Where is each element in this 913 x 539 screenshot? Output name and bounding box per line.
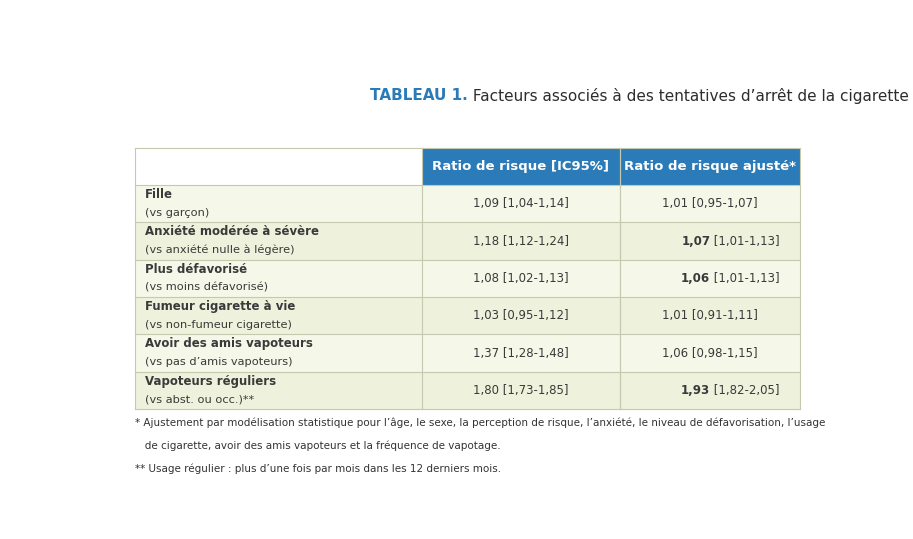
Text: 1,18 [1,12-1,24]: 1,18 [1,12-1,24] xyxy=(473,234,569,247)
Text: Vapoteurs réguliers: Vapoteurs réguliers xyxy=(144,375,276,388)
FancyBboxPatch shape xyxy=(620,297,801,334)
Text: 1,93: 1,93 xyxy=(681,384,710,397)
Text: 1,03 [0,95-1,12]: 1,03 [0,95-1,12] xyxy=(473,309,569,322)
FancyBboxPatch shape xyxy=(135,185,422,223)
Text: (vs anxiété nulle à légère): (vs anxiété nulle à légère) xyxy=(144,245,294,255)
Text: 1,01 [0,95-1,07]: 1,01 [0,95-1,07] xyxy=(663,197,758,210)
Text: Facteurs associés à des tentatives d’arrêt de la cigarette électronique: Facteurs associés à des tentatives d’arr… xyxy=(467,88,913,104)
Text: (vs moins défavorisé): (vs moins défavorisé) xyxy=(144,282,268,293)
Text: Ratio de risque ajusté*: Ratio de risque ajusté* xyxy=(624,160,796,173)
Text: Fumeur cigarette à vie: Fumeur cigarette à vie xyxy=(144,300,295,313)
FancyBboxPatch shape xyxy=(422,372,620,409)
FancyBboxPatch shape xyxy=(620,372,801,409)
FancyBboxPatch shape xyxy=(620,185,801,223)
Text: TABLEAU 1.: TABLEAU 1. xyxy=(370,88,467,103)
FancyBboxPatch shape xyxy=(620,223,801,260)
Text: Avoir des amis vapoteurs: Avoir des amis vapoteurs xyxy=(144,337,312,350)
FancyBboxPatch shape xyxy=(422,297,620,334)
Text: * Ajustement par modélisation statistique pour l’âge, le sexe, la perception de : * Ajustement par modélisation statistiqu… xyxy=(135,417,825,428)
Text: (vs abst. ou occ.)**: (vs abst. ou occ.)** xyxy=(144,395,254,405)
Text: ** Usage régulier : plus d’une fois par mois dans les 12 derniers mois.: ** Usage régulier : plus d’une fois par … xyxy=(135,463,501,474)
Text: [1,01-1,13]: [1,01-1,13] xyxy=(710,272,780,285)
FancyBboxPatch shape xyxy=(422,185,620,223)
FancyBboxPatch shape xyxy=(135,372,422,409)
Text: 1,06: 1,06 xyxy=(681,272,710,285)
FancyBboxPatch shape xyxy=(135,334,422,372)
Text: 1,37 [1,28-1,48]: 1,37 [1,28-1,48] xyxy=(473,347,569,360)
FancyBboxPatch shape xyxy=(422,223,620,260)
Text: (vs garçon): (vs garçon) xyxy=(144,208,209,218)
Text: 1,07: 1,07 xyxy=(681,234,710,247)
FancyBboxPatch shape xyxy=(422,260,620,297)
Text: de cigarette, avoir des amis vapoteurs et la fréquence de vapotage.: de cigarette, avoir des amis vapoteurs e… xyxy=(135,440,501,451)
Text: 1,01 [0,91-1,11]: 1,01 [0,91-1,11] xyxy=(662,309,758,322)
Text: [1,82-2,05]: [1,82-2,05] xyxy=(710,384,780,397)
Text: 1,08 [1,02-1,13]: 1,08 [1,02-1,13] xyxy=(473,272,569,285)
FancyBboxPatch shape xyxy=(422,148,801,185)
Text: 1,06 [0,98-1,15]: 1,06 [0,98-1,15] xyxy=(663,347,758,360)
FancyBboxPatch shape xyxy=(135,260,422,297)
Text: 1,80 [1,73-1,85]: 1,80 [1,73-1,85] xyxy=(473,384,569,397)
Text: (vs non-fumeur cigarette): (vs non-fumeur cigarette) xyxy=(144,320,291,330)
Text: Ratio de risque [IC95%]: Ratio de risque [IC95%] xyxy=(433,160,610,173)
Text: Plus défavorisé: Plus défavorisé xyxy=(144,263,247,276)
FancyBboxPatch shape xyxy=(620,334,801,372)
FancyBboxPatch shape xyxy=(422,334,620,372)
FancyBboxPatch shape xyxy=(620,260,801,297)
FancyBboxPatch shape xyxy=(135,297,422,334)
Text: (vs pas d’amis vapoteurs): (vs pas d’amis vapoteurs) xyxy=(144,357,292,367)
Text: [1,01-1,13]: [1,01-1,13] xyxy=(710,234,780,247)
Text: Fille: Fille xyxy=(144,188,173,201)
FancyBboxPatch shape xyxy=(135,223,422,260)
Text: Anxiété modérée à sévère: Anxiété modérée à sévère xyxy=(144,225,319,238)
Text: 1,09 [1,04-1,14]: 1,09 [1,04-1,14] xyxy=(473,197,569,210)
